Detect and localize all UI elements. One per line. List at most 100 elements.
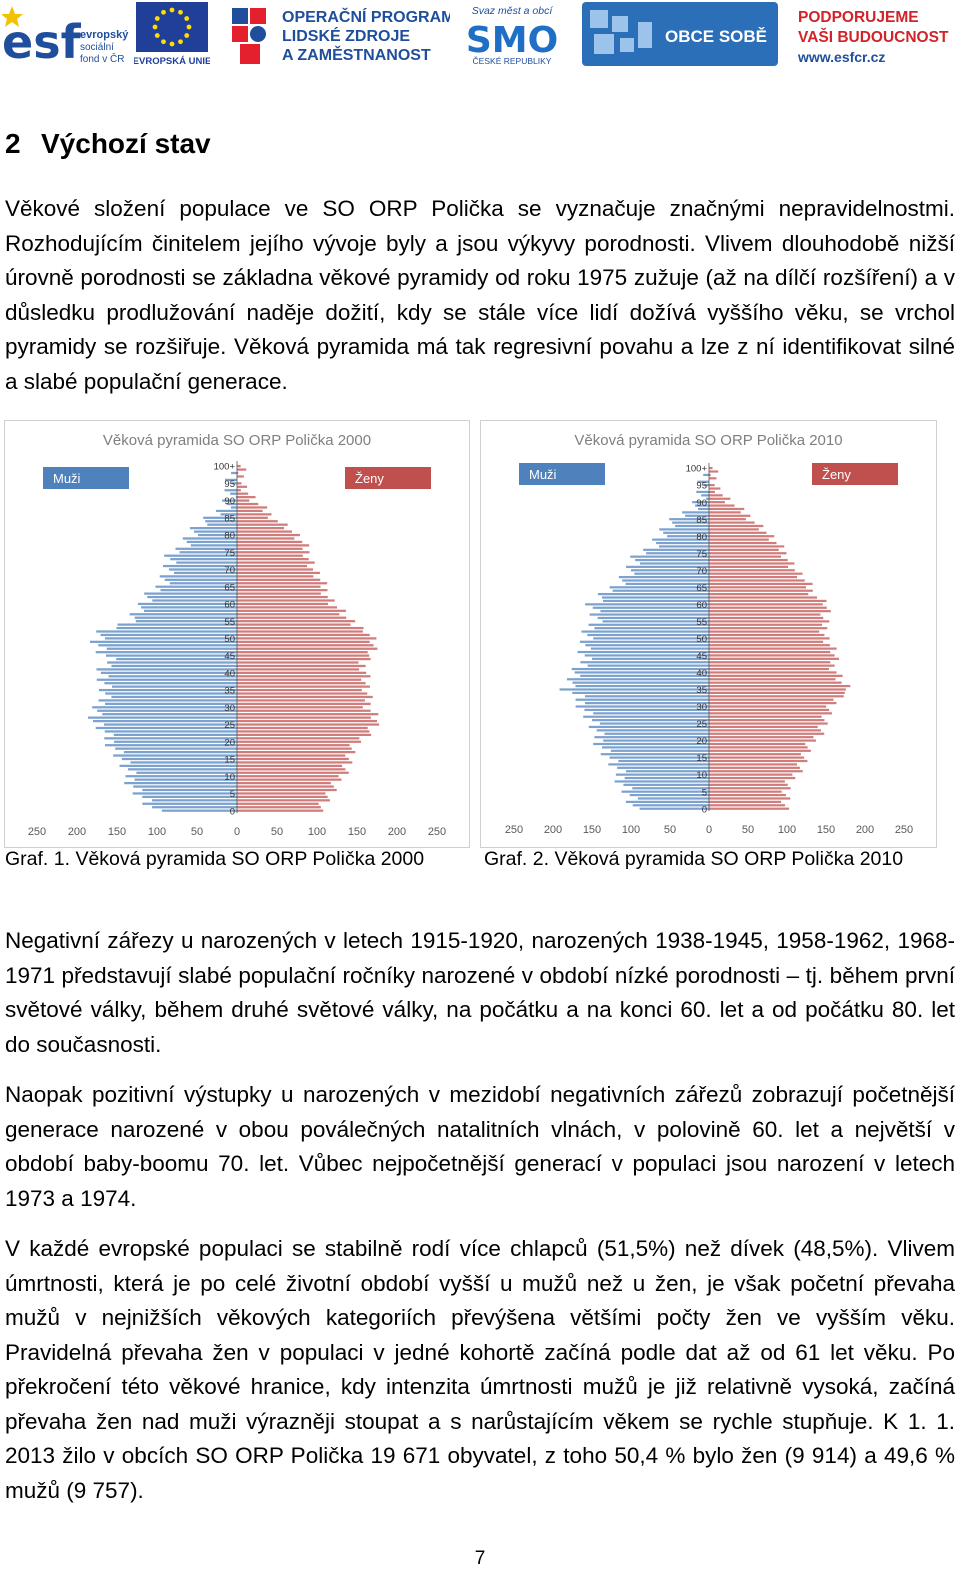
bar-men [597,616,709,620]
bar-women [237,533,300,537]
bar-women [237,719,377,723]
paragraph-intro: Věkové složení populace ve SO ORP Poličk… [5,196,955,394]
bar-women [709,698,834,701]
bar-men [160,589,237,592]
bar-women [237,520,278,523]
bar-women [237,709,371,712]
bar-men [626,565,709,568]
bar-men [121,757,237,761]
bar-men [105,692,237,695]
bar-men [186,540,237,544]
bar-women [709,702,837,705]
age-tick-label: 10 [696,770,707,781]
bar-men [96,678,237,681]
bar-women [237,768,346,771]
bar-men [632,804,709,807]
bar-women [709,555,781,558]
bar-women [237,544,310,547]
count-tick-label: 150 [583,824,601,836]
bar-men [125,775,237,778]
bar-women [709,780,785,783]
bar-men [698,507,709,511]
bar-men [697,480,709,483]
bar-men [92,706,237,709]
bar-men [703,473,709,477]
count-tick-label: 150 [817,824,835,836]
bar-men [572,681,709,684]
bar-women [709,613,821,616]
bar-women [237,757,349,761]
bar-women [237,592,321,595]
age-tick-label: 85 [224,513,235,524]
bar-men [175,547,237,550]
bar-women [237,506,268,509]
bar-women [237,633,370,637]
bar-men [230,492,237,495]
bar-men [107,661,237,664]
count-tick-label: 200 [68,826,86,838]
pyramid-chart-2010: Věková pyramida SO ORP Polička 2010 Muži Ž… [480,420,937,848]
bar-women [237,737,360,740]
bar-men [111,664,237,668]
bar-men [618,575,709,579]
bar-women [709,497,731,500]
bar-women [237,547,303,550]
bar-men [134,778,237,781]
podporujeme-logo: PODPORUJEME VAŠI BUDOUCNOST www.esfcr.cz [796,2,956,66]
bar-women [237,678,362,681]
bar-women [709,599,827,603]
bar-women [709,790,782,793]
bar-women [709,732,825,735]
bar-women [237,806,321,809]
bar-women [237,637,377,640]
bar-women [709,565,789,568]
bar-men [610,749,709,752]
bar-women [237,664,366,668]
bar-men [161,809,237,812]
bar-men [593,712,709,715]
bar-women [237,685,370,688]
bar-women [709,671,837,674]
legend-women-swatch [812,463,898,485]
obce-sobe-text: OBCE SOBĚ [665,27,767,46]
op-lzz-graphic: OPERAČNÍ PROGRAM LIDSKÉ ZDROJE A ZAMĚSTN… [232,7,454,64]
bar-men [614,780,709,783]
age-tick-label: 60 [224,600,235,611]
bar-men [130,761,237,764]
age-tick-label: 70 [224,565,235,576]
bar-women [709,691,845,694]
count-tick-label: 250 [28,826,46,838]
eu-star [154,33,160,38]
bar-men [609,756,709,759]
age-tick-label: 80 [224,531,235,542]
bar-women [237,613,340,616]
bar-women [709,657,840,660]
bar-men [575,684,709,688]
bar-women [709,661,831,664]
esf-logo: esf evropský sociální fond v ČR [1,2,130,69]
bar-men [584,654,709,657]
bar-men [95,726,237,730]
bar-men [669,518,709,521]
age-tick-label: 55 [696,617,707,628]
bar-men [592,719,709,722]
bar-men [659,545,709,548]
bar-men [169,568,237,571]
bar-men [667,535,709,538]
age-tick-label: 95 [696,481,707,492]
bar-women [237,706,363,709]
bar-women [237,688,362,692]
bar-men [634,572,709,575]
count-tick-label: 50 [742,824,754,836]
age-tick-label: 10 [224,772,235,783]
bar-women [709,695,844,698]
bar-women [709,644,830,647]
bar-men [108,675,237,678]
smo-line-2: SMO [466,20,558,61]
bar-women [709,637,830,640]
podporujeme-line-3: www.esfcr.cz [797,49,885,65]
bar-men [98,699,238,702]
bar-women [237,640,370,643]
bar-men [600,610,709,613]
count-tick-label: 200 [856,824,874,836]
